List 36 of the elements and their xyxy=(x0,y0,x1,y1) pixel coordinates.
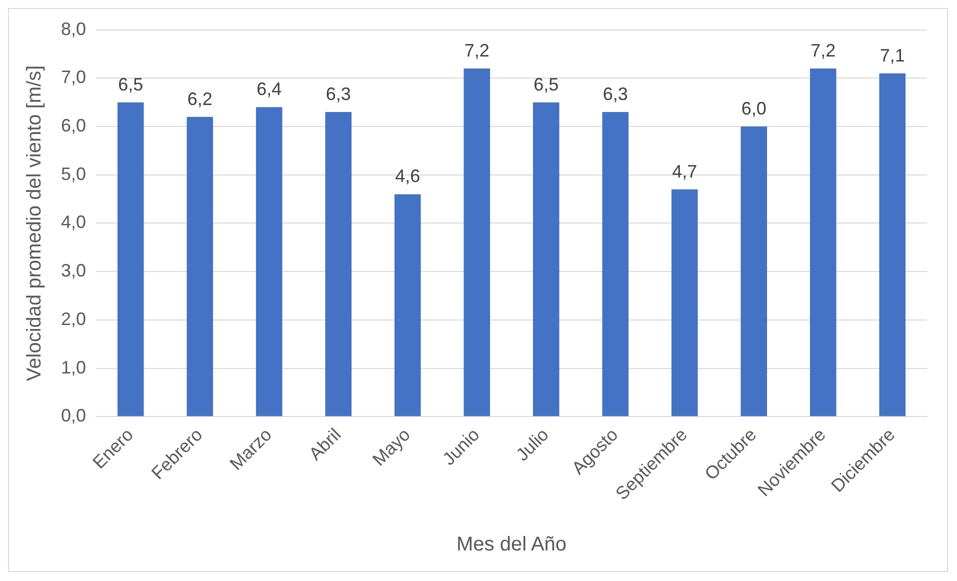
bar xyxy=(256,107,282,416)
x-axis-title: Mes del Año xyxy=(456,534,567,556)
data-label: 6,4 xyxy=(256,79,282,100)
data-label: 7,1 xyxy=(880,45,905,66)
bar xyxy=(532,102,560,416)
bar xyxy=(464,68,490,416)
y-tick-label: 7,0 xyxy=(60,67,86,88)
y-tick-label: 8,0 xyxy=(60,18,86,39)
bar xyxy=(810,68,836,416)
bar xyxy=(671,189,698,416)
y-tick-label: 0,0 xyxy=(60,406,86,426)
data-label: 7,2 xyxy=(464,40,490,60)
data-label: 6,3 xyxy=(602,84,628,104)
data-label: 6,5 xyxy=(118,74,144,94)
y-tick-label: 1,0 xyxy=(60,357,86,378)
data-label: 6,0 xyxy=(741,98,766,118)
y-tick-label: 3,0 xyxy=(60,260,86,281)
y-tick-label: 2,0 xyxy=(60,308,86,329)
bar xyxy=(879,73,906,416)
data-label: 6,5 xyxy=(534,74,559,94)
data-label: 4,6 xyxy=(395,166,420,186)
bar xyxy=(602,112,629,416)
bar xyxy=(186,116,214,416)
x-tick-label: Julio xyxy=(512,424,552,465)
y-tick-label: 6,0 xyxy=(60,115,86,136)
bar xyxy=(117,102,144,416)
bar xyxy=(394,194,421,416)
bar xyxy=(325,112,352,416)
y-tick-label: 4,0 xyxy=(60,212,86,232)
data-label: 7,2 xyxy=(810,40,836,60)
y-axis-title: Velocidad promedio del viento [m/s] xyxy=(24,65,46,382)
data-label: 6,3 xyxy=(326,84,351,104)
data-label: 6,2 xyxy=(187,88,212,109)
bar xyxy=(740,126,768,416)
data-label: 4,7 xyxy=(672,161,698,182)
y-tick-label: 5,0 xyxy=(60,164,86,184)
